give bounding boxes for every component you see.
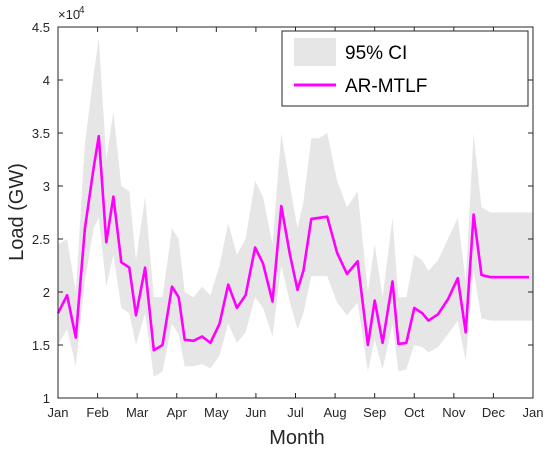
y-exponent-label: ×10 [58,7,80,22]
x-tick-label: Apr [167,405,188,420]
x-tick-labels: Jan Feb Mar Apr May Jun Jul Aug Sep Oct Nov Dec Jan [48,405,544,420]
x-tick-label: May [204,405,229,420]
y-tick-label: 3 [43,179,50,194]
y-tick-label: 4 [43,73,50,88]
legend-label-ci: 95% CI [345,43,407,64]
series-line-layer [56,134,529,352]
tick-layer [57,26,534,399]
x-axis-label: Month [269,427,325,449]
x-tick-label: Sep [363,405,386,420]
y-tick-label: 3.5 [32,126,50,141]
y-tick-label: 1 [43,391,50,406]
y-axis-label: Load (GW) [6,163,28,261]
x-tick-label: Jun [245,405,266,420]
legend: 95% CI AR-MTLF [281,30,529,107]
x-tick-label: Jan [48,405,69,420]
x-tick-label: Jul [287,405,304,420]
y-tick-label: 2 [43,285,50,300]
x-tick-label: Feb [86,405,108,420]
y-tick-labels: 1 1.5 2 2.5 3 3.5 4 4.5 [32,20,50,406]
y-tick-label: 2.5 [32,232,50,247]
legend-label-line: AR-MTLF [345,76,427,97]
legend-swatch-ci [294,38,336,66]
x-tick-label: Dec [482,405,506,420]
y-tick-label: 1.5 [32,338,50,353]
x-tick-label: Mar [126,405,149,420]
y-tick-label: 4.5 [32,20,50,35]
x-tick-label: Oct [404,405,425,420]
x-tick-label: Aug [324,405,347,420]
x-tick-label: Nov [442,405,466,420]
x-tick-label: Jan [523,405,544,420]
series-line-ar-mtlf [56,134,529,352]
y-exponent-power: 4 [79,5,85,16]
